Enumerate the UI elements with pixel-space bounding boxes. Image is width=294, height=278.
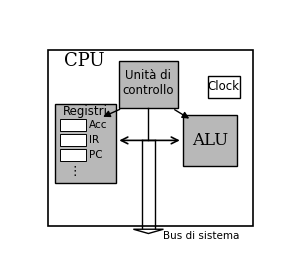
Text: ALU: ALU bbox=[192, 132, 228, 149]
Bar bbox=[119, 61, 178, 108]
Polygon shape bbox=[133, 229, 163, 234]
Text: Clock: Clock bbox=[208, 80, 240, 93]
Text: PC: PC bbox=[89, 150, 102, 160]
Text: Unità di
controllo: Unità di controllo bbox=[123, 69, 174, 96]
Bar bbox=[59, 119, 86, 131]
Bar bbox=[183, 115, 237, 166]
Bar bbox=[59, 149, 86, 161]
Text: Bus di sistema: Bus di sistema bbox=[163, 231, 240, 241]
Text: ⋮: ⋮ bbox=[68, 165, 81, 178]
Bar bbox=[55, 104, 116, 183]
Bar bbox=[59, 134, 86, 146]
Bar bbox=[208, 76, 240, 98]
Bar bbox=[48, 51, 253, 226]
Text: IR: IR bbox=[89, 135, 99, 145]
Text: Acc: Acc bbox=[89, 120, 107, 130]
Text: Registri: Registri bbox=[63, 105, 108, 118]
Text: CPU: CPU bbox=[64, 52, 105, 70]
